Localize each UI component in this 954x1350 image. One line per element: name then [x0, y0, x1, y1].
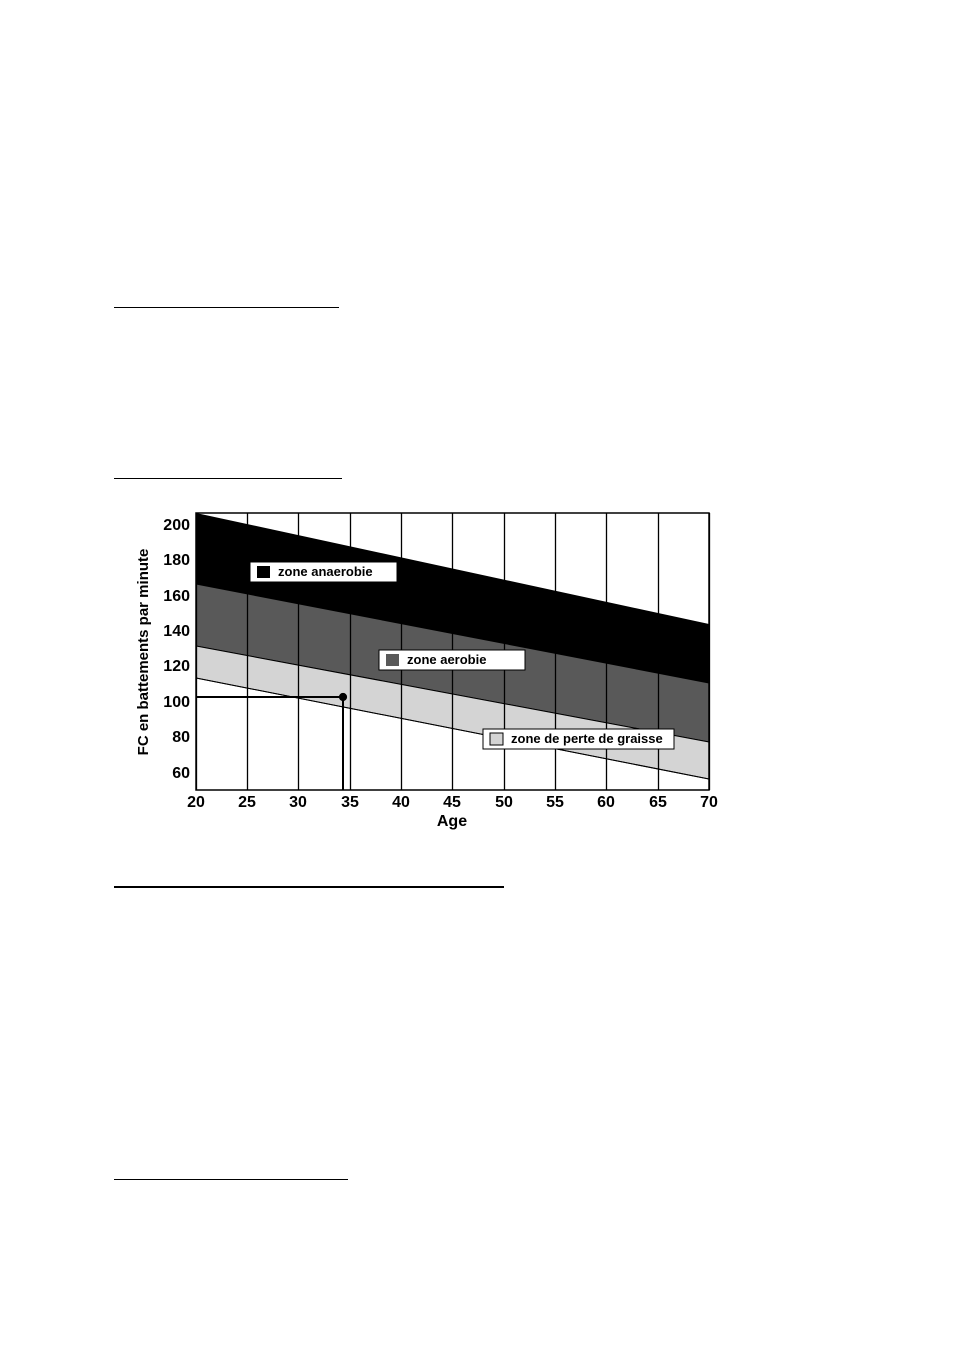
svg-text:80: 80 [172, 729, 190, 746]
svg-text:55: 55 [546, 794, 564, 811]
svg-text:zone aerobie: zone aerobie [407, 652, 486, 667]
svg-text:60: 60 [172, 765, 190, 782]
svg-text:35: 35 [341, 794, 359, 811]
svg-text:zone de perte de graisse: zone de perte de graisse [511, 731, 663, 746]
svg-text:160: 160 [163, 588, 190, 605]
svg-text:100: 100 [163, 694, 190, 711]
svg-text:40: 40 [392, 794, 410, 811]
svg-text:70: 70 [700, 794, 718, 811]
svg-text:FC en battements par minute: FC en battements par minute [135, 549, 152, 756]
svg-text:50: 50 [495, 794, 513, 811]
svg-text:25: 25 [238, 794, 256, 811]
svg-text:120: 120 [163, 658, 190, 675]
svg-text:200: 200 [163, 517, 190, 534]
svg-text:30: 30 [289, 794, 307, 811]
svg-text:65: 65 [649, 794, 667, 811]
svg-text:45: 45 [443, 794, 461, 811]
svg-text:zone anaerobie: zone anaerobie [278, 564, 373, 579]
svg-text:140: 140 [163, 623, 190, 640]
svg-text:Age: Age [437, 813, 467, 830]
svg-text:180: 180 [163, 552, 190, 569]
svg-text:60: 60 [597, 794, 615, 811]
svg-text:20: 20 [187, 794, 205, 811]
